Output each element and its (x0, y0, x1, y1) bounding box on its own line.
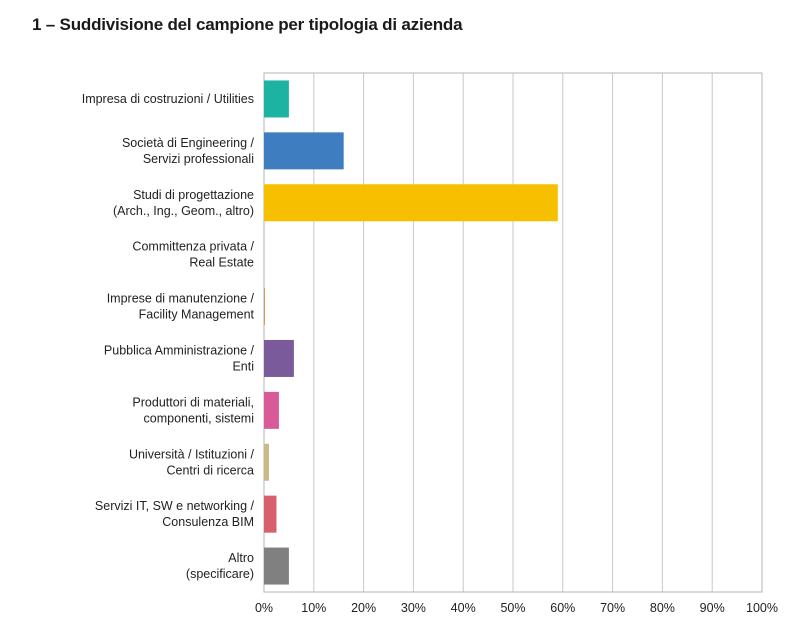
bar (264, 443, 269, 481)
x-tick-label: 10% (301, 601, 326, 615)
category-label: componenti, sistemi (144, 411, 254, 425)
x-tick-label: 100% (746, 601, 778, 615)
page-title: 1 – Suddivisione del campione per tipolo… (32, 15, 463, 34)
x-tick-label: 40% (451, 601, 476, 615)
x-tick-label: 0% (255, 601, 273, 615)
category-label: Altro (228, 551, 254, 565)
category-label: Facility Management (139, 308, 255, 322)
x-tick-label: 30% (401, 601, 426, 615)
bar (264, 339, 294, 377)
category-label: Imprese di manutenzione / (107, 292, 255, 306)
x-tick-label: 90% (700, 601, 725, 615)
x-tick-label: 20% (351, 601, 376, 615)
category-label: (Arch., Ing., Geom., altro) (113, 204, 254, 218)
category-label: Servizi professionali (143, 152, 254, 166)
category-label: Studi di progettazione (133, 188, 254, 202)
category-label: Servizi IT, SW e networking / (95, 499, 255, 513)
category-label: Società di Engineering / (122, 136, 255, 150)
bar (264, 288, 265, 326)
bar (264, 80, 289, 118)
plot-frame (263, 72, 763, 593)
x-tick-label: 80% (650, 601, 675, 615)
bar (264, 391, 279, 429)
x-tick-label: 70% (600, 601, 625, 615)
bar (264, 132, 344, 170)
x-tick-label: 60% (550, 601, 575, 615)
category-label: (specificare) (186, 567, 254, 581)
category-label: Enti (232, 359, 254, 373)
category-label: Pubblica Amministrazione / (104, 343, 255, 357)
category-label: Università / Istituzioni / (129, 447, 255, 461)
x-tick-label: 50% (500, 601, 525, 615)
category-label: Produttori di materiali, (132, 395, 254, 409)
bar (264, 547, 289, 585)
category-label: Centri di ricerca (166, 463, 254, 477)
category-label: Real Estate (189, 256, 254, 270)
category-label: Impresa di costruzioni / Utilities (82, 92, 254, 106)
category-label: Committenza privata / (132, 240, 254, 254)
category-label: Consulenza BIM (162, 515, 254, 529)
bar (264, 495, 277, 533)
bar (264, 184, 558, 222)
